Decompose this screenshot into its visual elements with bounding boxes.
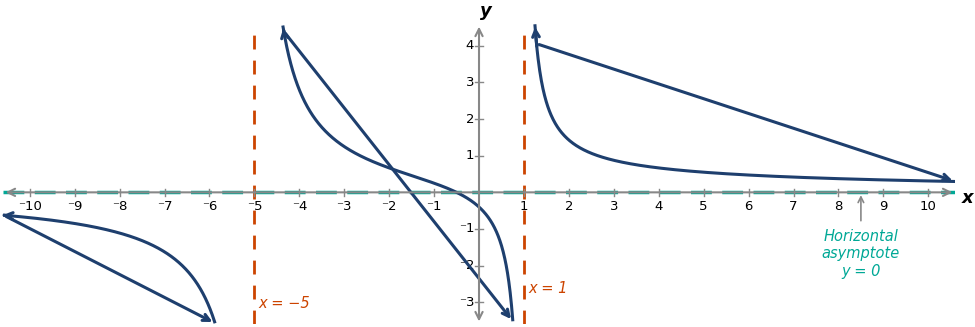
Text: 2: 2 <box>466 112 474 126</box>
Text: 3: 3 <box>609 200 618 213</box>
Text: 8: 8 <box>835 200 842 213</box>
Text: ⁻3: ⁻3 <box>458 296 474 309</box>
Text: 1: 1 <box>466 149 474 162</box>
Text: x = 1: x = 1 <box>528 281 567 296</box>
Text: y: y <box>480 2 491 20</box>
Text: 9: 9 <box>879 200 887 213</box>
Text: 3: 3 <box>466 76 474 89</box>
Text: ⁻10: ⁻10 <box>18 200 42 213</box>
Text: 1: 1 <box>520 200 528 213</box>
Text: ⁻9: ⁻9 <box>67 200 82 213</box>
Text: ⁻1: ⁻1 <box>458 222 474 235</box>
Text: 10: 10 <box>919 200 937 213</box>
Text: ⁻7: ⁻7 <box>157 200 173 213</box>
Text: 7: 7 <box>789 200 798 213</box>
Text: 4: 4 <box>466 39 474 52</box>
Text: ⁻1: ⁻1 <box>426 200 442 213</box>
Text: ⁻2: ⁻2 <box>458 259 474 272</box>
Text: ⁻2: ⁻2 <box>381 200 397 213</box>
Text: ⁻4: ⁻4 <box>292 200 307 213</box>
Text: ⁻8: ⁻8 <box>112 200 128 213</box>
Text: 6: 6 <box>744 200 753 213</box>
Text: 5: 5 <box>699 200 708 213</box>
Text: ⁻3: ⁻3 <box>336 200 352 213</box>
Text: 4: 4 <box>654 200 663 213</box>
Text: x: x <box>962 189 974 207</box>
Text: x = −5: x = −5 <box>259 296 310 311</box>
Text: ⁻6: ⁻6 <box>202 200 217 213</box>
Text: ⁻5: ⁻5 <box>247 200 262 213</box>
Text: Horizontal
asymptote
y = 0: Horizontal asymptote y = 0 <box>822 229 900 279</box>
Text: 2: 2 <box>565 200 573 213</box>
